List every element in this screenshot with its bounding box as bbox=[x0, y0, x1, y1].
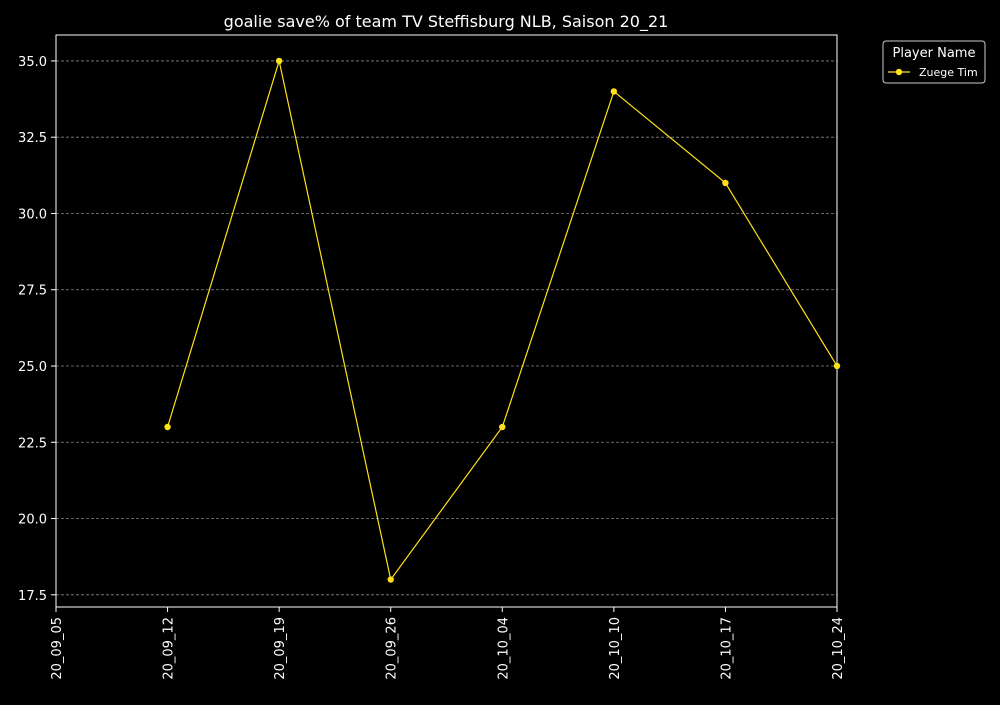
x-tick-label: 20_10_17 bbox=[719, 617, 734, 680]
x-tick-label: 20_09_05 bbox=[50, 617, 65, 680]
data-point bbox=[610, 88, 618, 95]
legend-swatch-marker bbox=[895, 68, 903, 76]
plot-frame bbox=[55, 34, 838, 608]
x-tick-label: 20_09_26 bbox=[385, 617, 400, 680]
legend-entry-label: Zuege Tim bbox=[919, 66, 978, 79]
x-tick-label: 20_09_19 bbox=[273, 617, 288, 680]
x-tick-label: 20_10_10 bbox=[608, 617, 623, 680]
series-lines bbox=[164, 57, 841, 583]
y-tick-label: 20.0 bbox=[18, 513, 47, 528]
y-tick-label: 22.5 bbox=[18, 436, 47, 451]
legend-title: Player Name bbox=[893, 46, 976, 61]
grid-lines bbox=[56, 60, 837, 596]
y-tick-label: 35.0 bbox=[18, 55, 47, 70]
data-point bbox=[275, 57, 283, 65]
y-tick-label: 30.0 bbox=[18, 207, 47, 222]
x-tick-label: 20_10_04 bbox=[496, 617, 511, 680]
x-tick-label: 20_09_12 bbox=[162, 617, 177, 680]
data-point bbox=[833, 362, 841, 370]
data-point bbox=[164, 423, 171, 431]
y-tick-label: 25.0 bbox=[18, 360, 47, 375]
data-point bbox=[722, 179, 729, 187]
axes: 17.5 20.0 22.5 25.0 27.5 30.0 32.5 35.0 20_09_05… bbox=[18, 34, 846, 680]
series-line bbox=[166, 58, 838, 581]
y-tick-label: 32.5 bbox=[18, 131, 47, 146]
legend: Player Name Zuege Tim bbox=[882, 40, 986, 84]
y-tick-label: 17.5 bbox=[18, 589, 47, 604]
data-point bbox=[387, 576, 394, 583]
x-tick-label: 20_10_24 bbox=[831, 617, 846, 680]
chart-title: goalie save% of team TV Steffisburg NLB,… bbox=[224, 12, 669, 32]
data-point bbox=[499, 423, 506, 431]
y-tick-label: 27.5 bbox=[18, 284, 47, 299]
